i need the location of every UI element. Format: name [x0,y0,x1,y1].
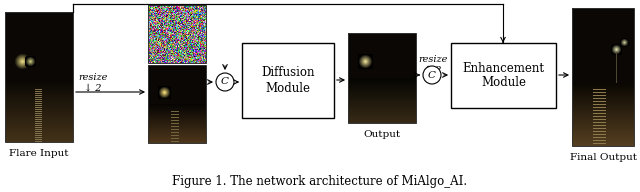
Bar [451,43,556,108]
Text: Diffusion
Module: Diffusion Module [261,66,315,94]
Bar [5,12,73,142]
Text: Final Output: Final Output [570,153,637,162]
Text: C: C [221,78,229,87]
Bar [572,8,634,146]
Text: Flare Input: Flare Input [9,149,68,158]
Text: resize
↑ 2: resize ↑ 2 [418,55,447,75]
Text: Enhancement
Module: Enhancement Module [463,61,545,89]
Text: C: C [428,70,436,79]
Circle shape [216,73,234,91]
Bar [348,33,416,123]
Text: Output: Output [364,130,401,139]
Text: Figure 1. The network architecture of MiAlgo_AI.: Figure 1. The network architecture of Mi… [172,175,468,188]
Text: resize
↓ 2: resize ↓ 2 [78,73,108,93]
Bar [242,43,334,118]
Bar [148,65,206,143]
Bar [148,5,206,63]
Circle shape [423,66,441,84]
